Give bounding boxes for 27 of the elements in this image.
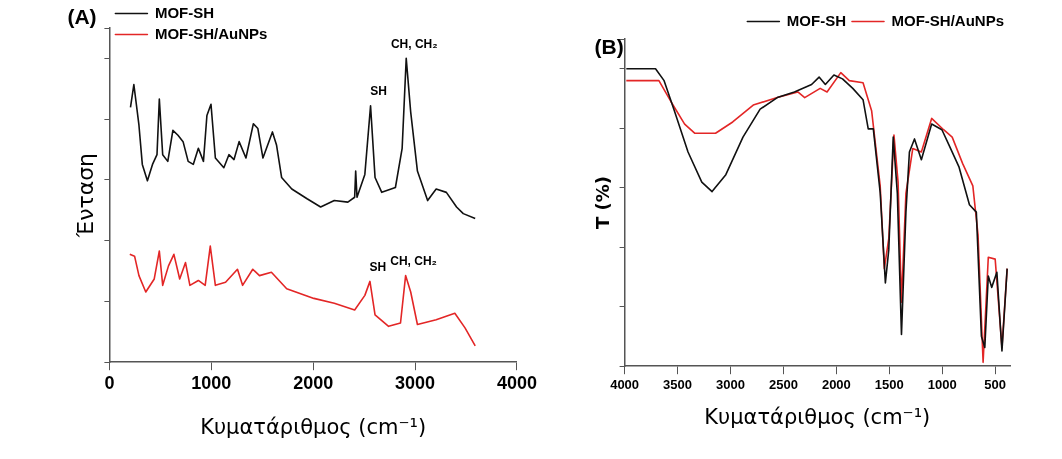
x-tick-label: 4000 bbox=[610, 376, 640, 392]
x-tick-label: 3000 bbox=[395, 372, 436, 393]
text: (B) bbox=[594, 35, 624, 59]
legend-label: MOF-SH/AuNPs bbox=[891, 11, 1004, 29]
x-tick-label: 0 bbox=[104, 372, 115, 393]
text: (A) bbox=[67, 5, 97, 29]
legend-label: MOF-SH bbox=[786, 11, 847, 29]
x-tick-label: 3500 bbox=[663, 376, 692, 392]
x-tick-label: 500 bbox=[984, 376, 1007, 392]
x-tick-label: 1000 bbox=[927, 376, 957, 392]
annotation: SH bbox=[369, 259, 387, 274]
x-tick-label: 2000 bbox=[293, 372, 334, 393]
annotation: CH, CH₂ bbox=[390, 253, 437, 268]
y-axis-title: T (%) bbox=[592, 176, 614, 230]
legend-label: MOF-SH bbox=[154, 3, 215, 21]
x-tick-label: 2500 bbox=[768, 376, 798, 392]
annotation: SH bbox=[370, 84, 387, 99]
x-tick-label: 1000 bbox=[191, 372, 232, 393]
y-axis-title: Ένταση bbox=[72, 152, 98, 239]
x-tick-label: 3000 bbox=[716, 376, 745, 392]
x-tick-label: 2000 bbox=[821, 376, 851, 392]
legend-label: MOF-SH/AuNPs bbox=[154, 24, 268, 42]
annotation: CH, CH₂ bbox=[390, 36, 438, 51]
x-tick-label: 4000 bbox=[496, 372, 537, 393]
x-axis-title: Κυματάριθμος (cm⁻¹) bbox=[200, 414, 427, 439]
x-axis-title: Κυματάριθμος (cm⁻¹) bbox=[704, 404, 931, 429]
x-tick-label: 1500 bbox=[874, 376, 904, 392]
